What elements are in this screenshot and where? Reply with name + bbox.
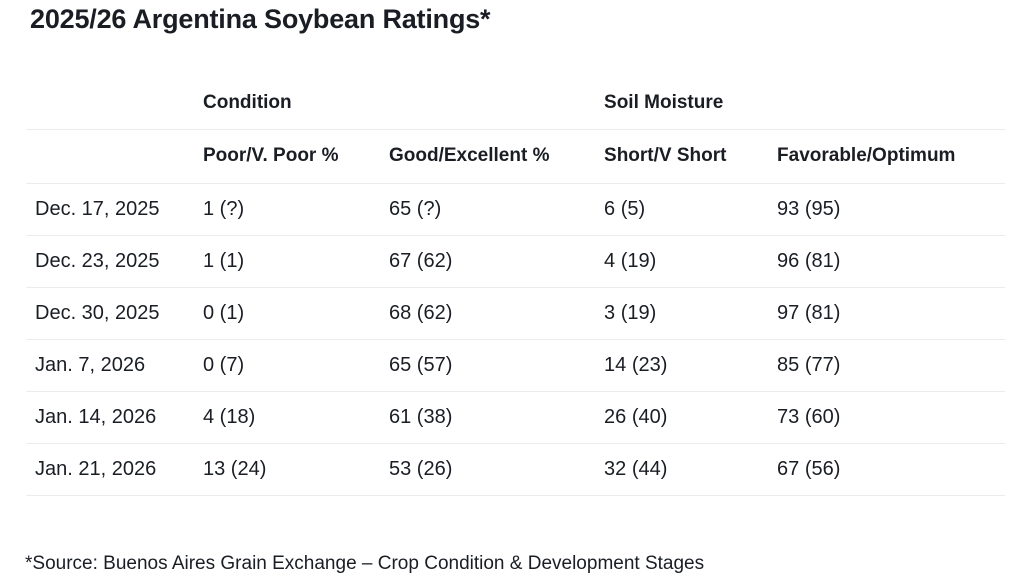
cell-short: 14 (23) bbox=[604, 339, 778, 392]
table-row: Dec. 30, 2025 0 (1) 68 (62) 3 (19) 97 (8… bbox=[26, 287, 1006, 340]
cell-good: 53 (26) bbox=[389, 443, 605, 496]
page-title: 2025/26 Argentina Soybean Ratings* bbox=[30, 4, 491, 34]
row-date: Jan. 21, 2026 bbox=[26, 443, 203, 496]
cell-good: 61 (38) bbox=[389, 391, 605, 444]
cell-short: 32 (44) bbox=[604, 443, 778, 496]
column-header-row: Poor/V. Poor % Good/Excellent % Short/V … bbox=[26, 129, 1006, 184]
column-header-short: Short/V Short bbox=[604, 129, 778, 184]
table-row: Jan. 7, 2026 0 (7) 65 (57) 14 (23) 85 (7… bbox=[26, 339, 1006, 392]
table-row: Jan. 14, 2026 4 (18) 61 (38) 26 (40) 73 … bbox=[26, 391, 1006, 444]
row-date: Dec. 30, 2025 bbox=[26, 287, 203, 340]
column-header-spacer bbox=[26, 129, 203, 184]
group-header-row: Condition Soil Moisture bbox=[26, 78, 1006, 130]
row-date: Jan. 14, 2026 bbox=[26, 391, 203, 444]
group-header-soil-moisture: Soil Moisture bbox=[604, 78, 1006, 130]
column-header-poor: Poor/V. Poor % bbox=[203, 129, 389, 184]
cell-short: 4 (19) bbox=[604, 235, 778, 288]
row-date: Dec. 17, 2025 bbox=[26, 183, 203, 236]
column-header-good: Good/Excellent % bbox=[389, 129, 605, 184]
table-row: Dec. 17, 2025 1 (?) 65 (?) 6 (5) 93 (95) bbox=[26, 183, 1006, 236]
cell-poor: 13 (24) bbox=[203, 443, 389, 496]
table-row: Jan. 21, 2026 13 (24) 53 (26) 32 (44) 67… bbox=[26, 443, 1006, 496]
source-note: *Source: Buenos Aires Grain Exchange – C… bbox=[25, 552, 705, 574]
table-row: Dec. 23, 2025 1 (1) 67 (62) 4 (19) 96 (8… bbox=[26, 235, 1006, 288]
row-date: Dec. 23, 2025 bbox=[26, 235, 203, 288]
cell-short: 3 (19) bbox=[604, 287, 778, 340]
cell-poor: 4 (18) bbox=[203, 391, 389, 444]
cell-good: 65 (?) bbox=[389, 183, 605, 236]
cell-favorable: 96 (81) bbox=[777, 235, 1006, 288]
cell-good: 65 (57) bbox=[389, 339, 605, 392]
cell-favorable: 73 (60) bbox=[777, 391, 1006, 444]
cell-favorable: 85 (77) bbox=[777, 339, 1006, 392]
cell-good: 67 (62) bbox=[389, 235, 605, 288]
cell-poor: 0 (7) bbox=[203, 339, 389, 392]
cell-favorable: 97 (81) bbox=[777, 287, 1006, 340]
table-body: Dec. 17, 2025 1 (?) 65 (?) 6 (5) 93 (95)… bbox=[26, 183, 1006, 496]
cell-good: 68 (62) bbox=[389, 287, 605, 340]
cell-favorable: 67 (56) bbox=[777, 443, 1006, 496]
row-date: Jan. 7, 2026 bbox=[26, 339, 203, 392]
cell-poor: 1 (1) bbox=[203, 235, 389, 288]
soybean-ratings-table: Condition Soil Moisture Poor/V. Poor % G… bbox=[26, 78, 1006, 496]
table-header: Condition Soil Moisture Poor/V. Poor % G… bbox=[26, 78, 1006, 184]
cell-short: 6 (5) bbox=[604, 183, 778, 236]
cell-favorable: 93 (95) bbox=[777, 183, 1006, 236]
cell-poor: 1 (?) bbox=[203, 183, 389, 236]
column-header-favorable: Favorable/Optimum bbox=[777, 129, 1006, 184]
group-header-spacer bbox=[26, 78, 203, 130]
group-header-condition: Condition bbox=[203, 78, 605, 130]
cell-poor: 0 (1) bbox=[203, 287, 389, 340]
cell-short: 26 (40) bbox=[604, 391, 778, 444]
